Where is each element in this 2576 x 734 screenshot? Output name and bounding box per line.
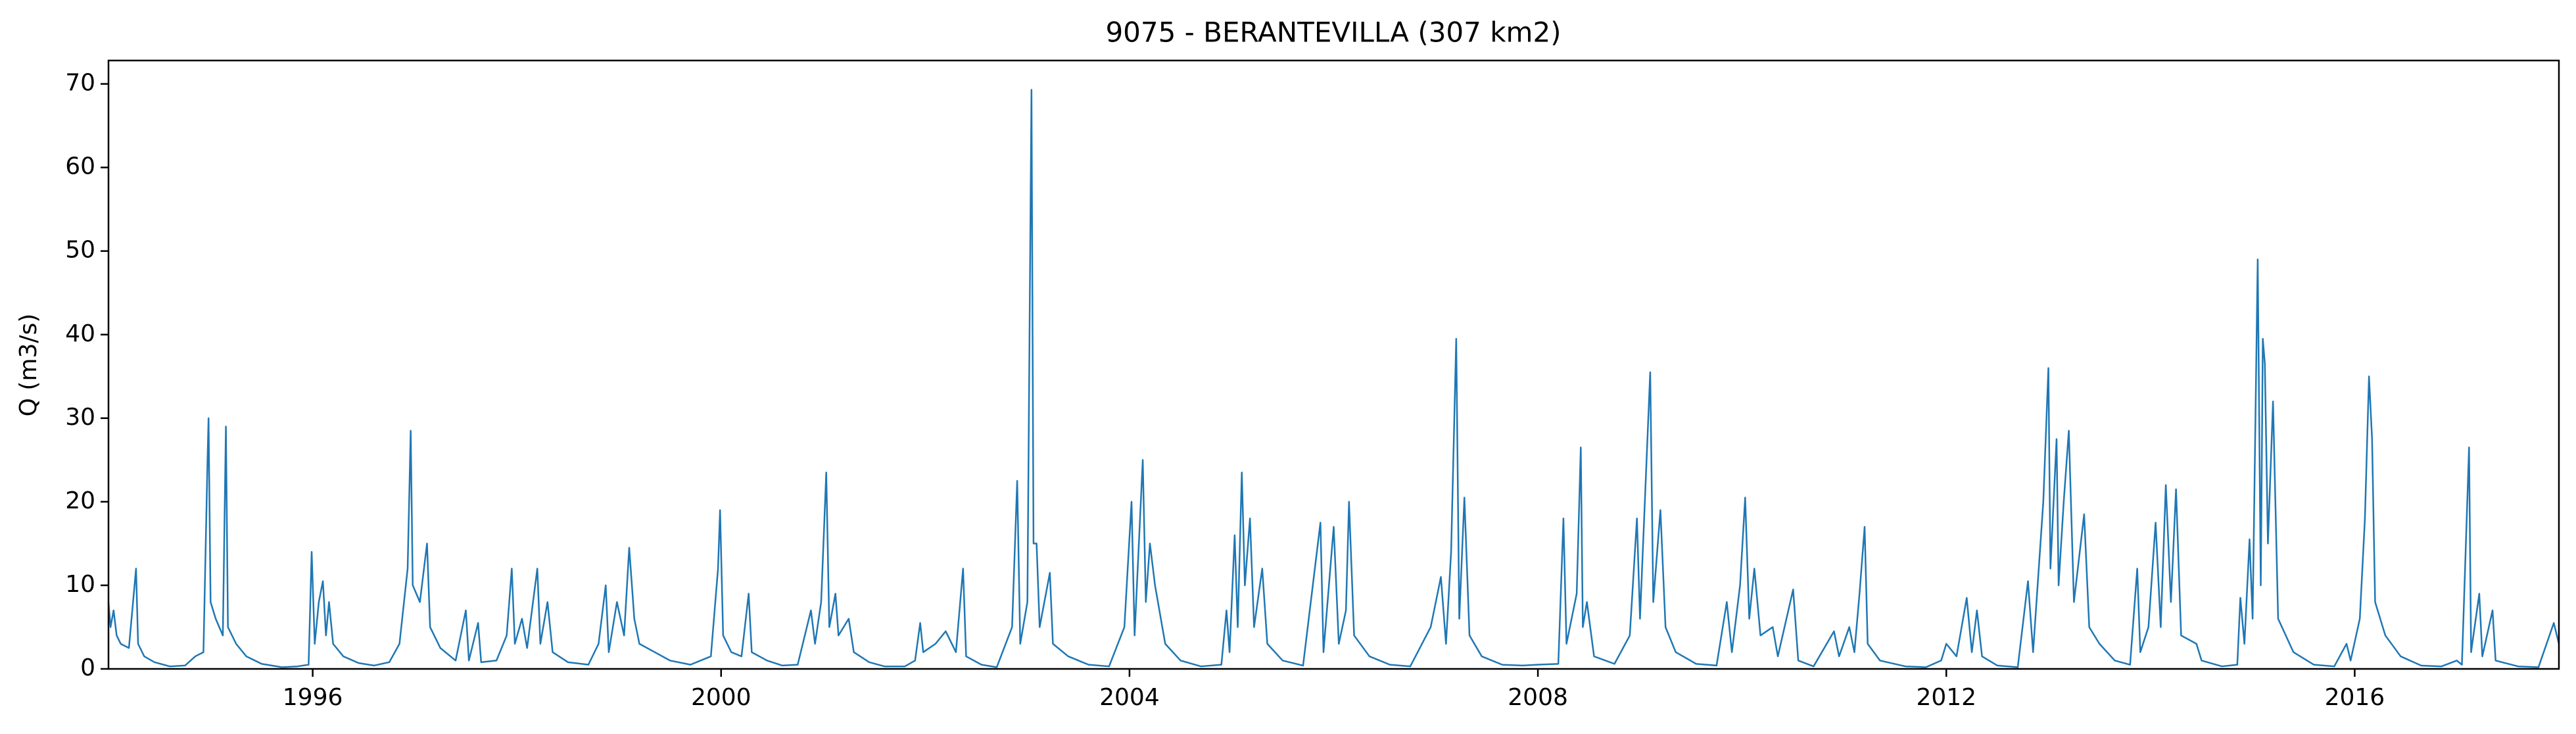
chart-title: 9075 - BERANTEVILLA (307 km2) <box>1105 16 1561 49</box>
y-tick-label: 10 <box>65 571 95 598</box>
y-tick-label: 70 <box>65 70 95 97</box>
axes-frame <box>107 59 2560 670</box>
y-tick-label: 50 <box>65 237 95 264</box>
plot-area: 0 10 20 30 40 50 60 70 1996 2000 2004 2008 2012 2016 <box>65 70 2560 711</box>
y-tick-label: 30 <box>65 404 95 431</box>
y-tick-label: 40 <box>65 320 95 347</box>
x-tick-label: 2016 <box>2325 684 2385 711</box>
x-tick-label: 2004 <box>1099 684 1160 711</box>
y-tick-label: 20 <box>65 487 95 514</box>
y-tick-label: 0 <box>80 654 95 681</box>
flow-line <box>107 89 2560 668</box>
x-tick-label: 2000 <box>691 684 751 711</box>
x-tick-label: 1996 <box>283 684 343 711</box>
x-tick-label: 2012 <box>1916 684 1976 711</box>
x-tick-label: 2008 <box>1508 684 1568 711</box>
y-axis-label: Q (m3/s) <box>15 314 42 417</box>
y-tick-label: 60 <box>65 153 95 180</box>
